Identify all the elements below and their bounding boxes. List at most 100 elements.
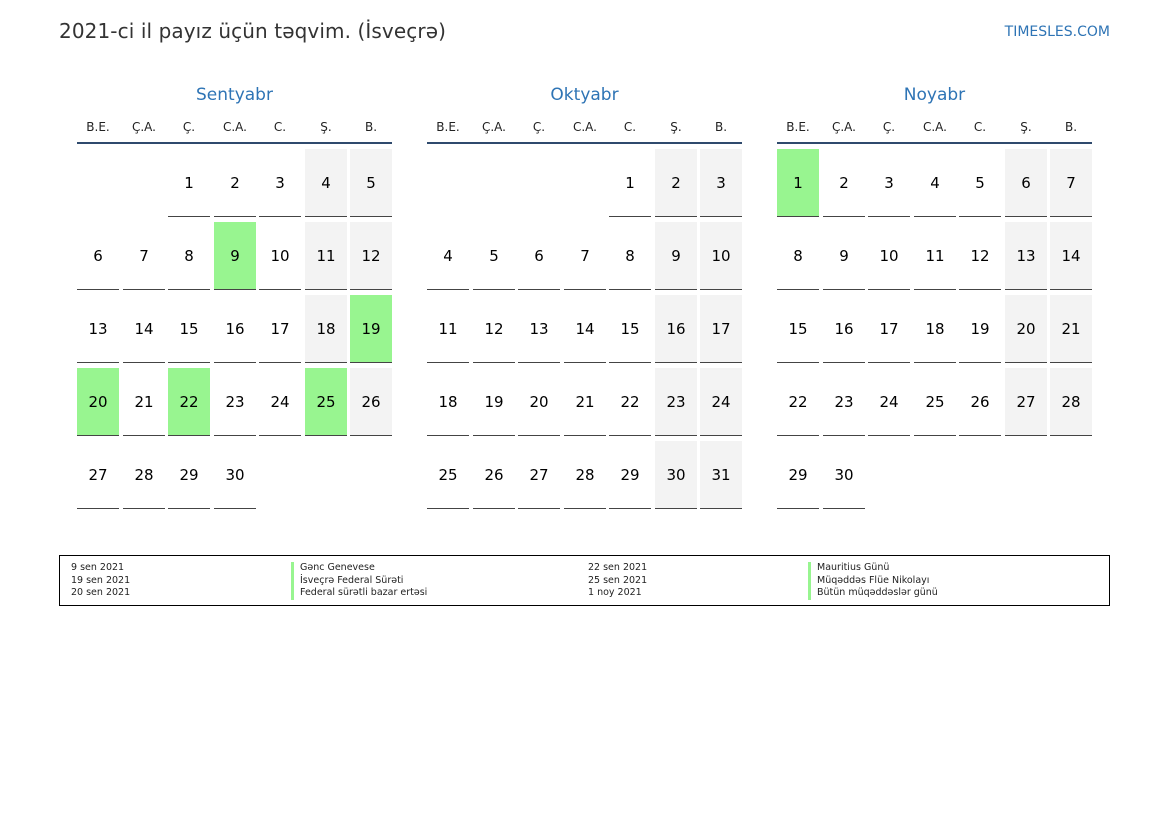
weekday-label: B.E.: [436, 120, 460, 134]
day-cell: 29: [168, 441, 210, 509]
day-cell: 12: [350, 222, 392, 290]
day-cell: 12: [959, 222, 1001, 290]
day-cell: 10: [700, 222, 742, 290]
day-cell: 24: [868, 368, 910, 436]
day-cell: 2: [823, 149, 865, 217]
day-cell: 4: [305, 149, 347, 217]
day-cell: 11: [914, 222, 956, 290]
month-name: Oktyabr: [550, 85, 619, 105]
month-2: Noyabr B.E. Ç.A. Ç. C.A. C. Ş. B. 1 2 3 4 5 6 7 8 9 10 11 1…: [777, 84, 1092, 509]
holiday-legend: 9 sen 2021 19 sen 2021 20 sen 2021 Gənc …: [59, 555, 1110, 606]
day-cell: 16: [655, 295, 697, 363]
weekday-label: Ç.A.: [831, 120, 856, 134]
day-cell: 17: [259, 295, 301, 363]
day-cell: 25: [427, 441, 469, 509]
day-cell: 16: [823, 295, 865, 363]
legend-name: Federal sürətli bazar ertəsi: [291, 587, 427, 600]
day-cell: 6: [1005, 149, 1047, 217]
day-cell: 8: [168, 222, 210, 290]
day-cell: 10: [868, 222, 910, 290]
day-cell: 8: [609, 222, 651, 290]
weekday-header: B.E. Ç.A. Ç. C.A. C. Ş. B.: [77, 108, 392, 144]
day-cell: 20: [1005, 295, 1047, 363]
day-cell: 12: [473, 295, 515, 363]
site-link[interactable]: TIMESLES.COM: [1004, 24, 1110, 40]
legend-names-col-2: Mauritius Günü Müqəddəs Flüe Nikolayı Bü…: [808, 562, 938, 600]
weekday-label: C.: [273, 120, 287, 134]
day-cell: 6: [77, 222, 119, 290]
day-cell: 26: [473, 441, 515, 509]
weekday-label: Ş.: [1020, 120, 1032, 134]
day-cell: 28: [1050, 368, 1092, 436]
day-cell: 22: [609, 368, 651, 436]
day-cell: 11: [305, 222, 347, 290]
holiday-day-cell: 19: [350, 295, 392, 363]
day-cell: 29: [609, 441, 651, 509]
day-cell: 29: [777, 441, 819, 509]
legend-name: Gənc Genevese: [291, 562, 427, 575]
legend-name: Müqəddəs Flüe Nikolayı: [808, 574, 938, 587]
weekday-label: B.E.: [86, 120, 110, 134]
day-cell: 15: [168, 295, 210, 363]
day-cell: 5: [350, 149, 392, 217]
day-cell: 21: [564, 368, 606, 436]
legend-names-col-1: Gənc Genevese İsveçrə Federal Sürəti Fed…: [291, 562, 427, 600]
day-cell: 13: [518, 295, 560, 363]
day-cell: 31: [700, 441, 742, 509]
day-cell: 23: [214, 368, 256, 436]
weekday-header: B.E. Ç.A. Ç. C.A. C. Ş. B.: [427, 108, 742, 144]
legend-date: 20 sen 2021: [71, 587, 131, 598]
legend-dates-col-1: 9 sen 2021 19 sen 2021 20 sen 2021: [71, 562, 130, 600]
day-cell: 18: [427, 368, 469, 436]
day-cell: 27: [1005, 368, 1047, 436]
weekday-label: B.: [1064, 120, 1078, 134]
weekday-label: B.: [364, 120, 378, 134]
weekday-header: B.E. Ç.A. Ç. C.A. C. Ş. B.: [777, 108, 1092, 144]
day-cell: 15: [609, 295, 651, 363]
day-cell: 30: [214, 441, 256, 509]
day-grid: 1 2 3 4 5 6 7 8 9 10 11 12 13 14 15 16 17 18 19 20 21 22 23 24 2…: [777, 144, 1092, 509]
day-cell: 24: [259, 368, 301, 436]
day-grid: 1 2 3 4 5 6 7 8 9 10 11 12 13 14 15 16 17 18 19 20 21 22 23 24 2…: [77, 144, 392, 509]
weekday-label: Ş.: [320, 120, 332, 134]
day-cell: 4: [427, 222, 469, 290]
month-name: Sentyabr: [196, 85, 273, 105]
day-cell: 14: [123, 295, 165, 363]
day-grid: 1 2 3 4 5 6 7 8 9 10 11 12 13 14 15 16 17 18 19 20 21 22 23 24 2…: [427, 144, 742, 509]
weekday-label: C.A.: [572, 120, 597, 134]
legend-date: 19 sen 2021: [71, 574, 131, 586]
page-title: 2021-ci il payız üçün təqvim. (İsveçrə): [59, 19, 446, 43]
weekday-label: B.E.: [786, 120, 810, 134]
day-cell: 18: [914, 295, 956, 363]
day-cell: 18: [305, 295, 347, 363]
day-cell: 21: [1050, 295, 1092, 363]
day-cell: 22: [777, 368, 819, 436]
day-cell: 14: [564, 295, 606, 363]
day-cell: 1: [168, 149, 210, 217]
day-cell: 11: [427, 295, 469, 363]
day-cell: 28: [123, 441, 165, 509]
day-cell: 23: [823, 368, 865, 436]
day-cell: 10: [259, 222, 301, 290]
day-cell: 17: [868, 295, 910, 363]
day-cell: 9: [823, 222, 865, 290]
day-cell: 25: [914, 368, 956, 436]
weekday-label: Ç.A.: [131, 120, 156, 134]
day-cell: 5: [959, 149, 1001, 217]
day-cell: 13: [1005, 222, 1047, 290]
month-0: Sentyabr B.E. Ç.A. Ç. C.A. C. Ş. B. 1 2 3 4 5 6 7 8 9 10 1…: [77, 84, 392, 509]
day-cell: 4: [914, 149, 956, 217]
day-cell: 16: [214, 295, 256, 363]
legend-date: 9 sen 2021: [71, 562, 125, 573]
legend-name: Bütün müqəddəslər günü: [808, 587, 938, 600]
day-cell: 30: [823, 441, 865, 509]
day-cell: 30: [655, 441, 697, 509]
month-name: Noyabr: [903, 85, 966, 105]
day-cell: 26: [959, 368, 1001, 436]
day-cell: 3: [868, 149, 910, 217]
day-cell: 9: [655, 222, 697, 290]
legend-name: Mauritius Günü: [808, 562, 938, 575]
day-cell: 5: [473, 222, 515, 290]
legend-dates-col-2: 22 sen 2021 25 sen 2021 1 noy 2021: [588, 562, 647, 600]
weekday-label: Ç.: [532, 120, 546, 134]
